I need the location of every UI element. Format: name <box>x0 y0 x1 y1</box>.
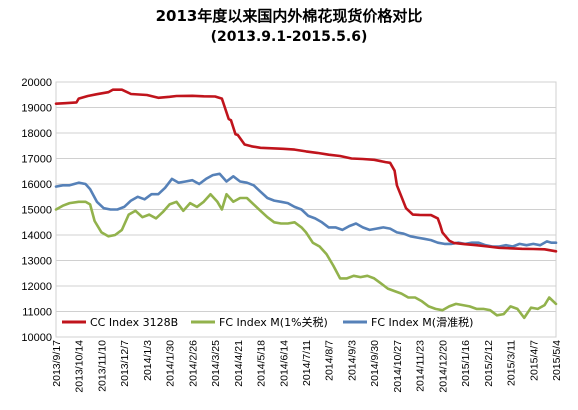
y-tick-label: 11000 <box>22 307 52 319</box>
x-tick-label: 2014/8/7 <box>324 340 336 381</box>
x-tick-label: 2014/7/11 <box>301 340 313 386</box>
x-axis-tick-labels: 2013/9/17 2013/10/14 2013/11/10 2013/12/7 20… <box>51 340 563 393</box>
y-tick-label: 17000 <box>21 154 52 166</box>
x-tick-label: 2013/12/7 <box>119 340 131 387</box>
x-tick-label: 2014/9/3 <box>346 340 358 381</box>
x-tick-label: 2015/5/4 <box>551 340 563 381</box>
legend: CC Index 3128B FC Index M(1%关税) FC Index M… <box>62 315 473 329</box>
series-line-2 <box>54 192 558 320</box>
y-tick-label: 14000 <box>21 230 52 242</box>
y-tick-label: 20000 <box>21 77 52 89</box>
y-tick-label: 12000 <box>21 281 52 293</box>
y-axis-tick-labels: 10000 11000 12000 13000 14000 15000 16000 17000… <box>21 77 52 344</box>
y-tick-label: 18000 <box>21 128 52 140</box>
x-tick-label: 2015/3/11 <box>506 340 518 386</box>
x-tick-label: 2014/6/14 <box>278 340 290 387</box>
series-line-3 <box>54 172 558 248</box>
x-tick-label: 2014/3/25 <box>210 340 222 387</box>
x-tick-label: 2014/12/20 <box>437 340 449 393</box>
series-lines <box>54 88 558 320</box>
x-tick-label: 2014/11/23 <box>415 340 427 392</box>
chart-subtitle: (2013.9.1-2015.5.6) <box>211 29 368 45</box>
x-tick-label: 2014/1/30 <box>165 340 177 387</box>
y-tick-label: 16000 <box>21 179 52 191</box>
grid-lines <box>56 81 556 338</box>
x-tick-label: 2014/1/3 <box>142 340 154 381</box>
x-tick-label: 2014/5/18 <box>256 340 268 387</box>
x-tick-label: 2013/11/10 <box>96 340 108 392</box>
series-line-1 <box>54 88 558 253</box>
chart-title: 2013年度以来国内外棉花现货价格对比 <box>156 7 423 25</box>
x-tick-label: 2015/4/7 <box>528 340 540 381</box>
legend-label: FC Index M(滑准税) <box>371 315 473 329</box>
x-tick-label: 2014/10/27 <box>392 340 404 393</box>
x-tick-label: 2014/4/21 <box>233 340 245 387</box>
x-tick-label: 2015/1/16 <box>460 340 472 387</box>
y-tick-label: 13000 <box>21 256 52 268</box>
x-tick-label: 2015/2/12 <box>483 340 495 387</box>
x-tick-label: 2013/10/14 <box>74 340 86 393</box>
legend-label: CC Index 3128B <box>90 316 178 329</box>
y-tick-label: 15000 <box>21 205 52 217</box>
x-tick-label: 2014/9/30 <box>369 340 381 387</box>
legend-label: FC Index M(1%关税) <box>219 315 328 329</box>
x-tick-label: 2013/9/17 <box>51 340 63 387</box>
y-tick-label: 10000 <box>21 332 52 344</box>
x-tick-label: 2014/2/26 <box>187 340 199 387</box>
y-tick-label: 19000 <box>21 103 52 115</box>
